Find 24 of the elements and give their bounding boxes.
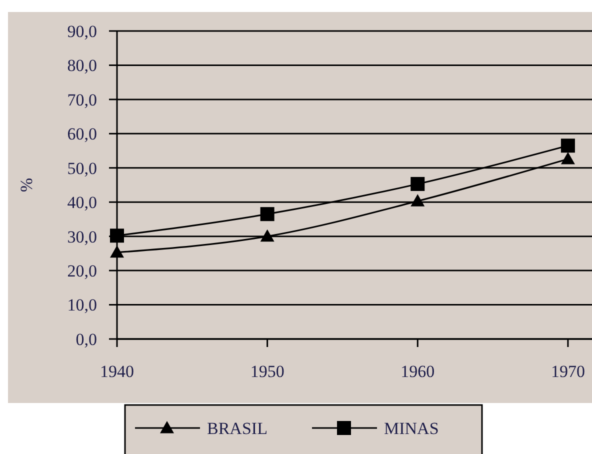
point [560,138,575,153]
y-tick-label: 60,0 [67,124,97,144]
y-axis-title: % [17,178,36,192]
y-tick-label: 10,0 [67,296,97,315]
x-tick-label: 1950 [250,362,284,381]
x-tick-label: 1960 [400,362,435,381]
legend-label: BRASIL [207,418,268,438]
y-tick-label: 80,0 [67,56,97,76]
point [410,176,425,191]
legend-label: MINAS [384,418,439,438]
y-tick-label: 20,0 [67,262,97,281]
y-tick-label: 90,0 [67,22,97,41]
y-tick-label: 0,0 [76,330,97,349]
x-tick-label: 1940 [100,362,134,381]
point [110,245,124,258]
y-tick-label: 40,0 [67,193,97,212]
point [260,207,274,222]
y-tick-label: 70,0 [67,90,97,110]
point [410,194,425,206]
x-tick-label: 1970 [550,362,585,381]
point [260,229,274,242]
point [560,152,575,164]
y-tick-label: 30,0 [67,227,97,246]
y-tick-label: 50,0 [67,158,97,178]
